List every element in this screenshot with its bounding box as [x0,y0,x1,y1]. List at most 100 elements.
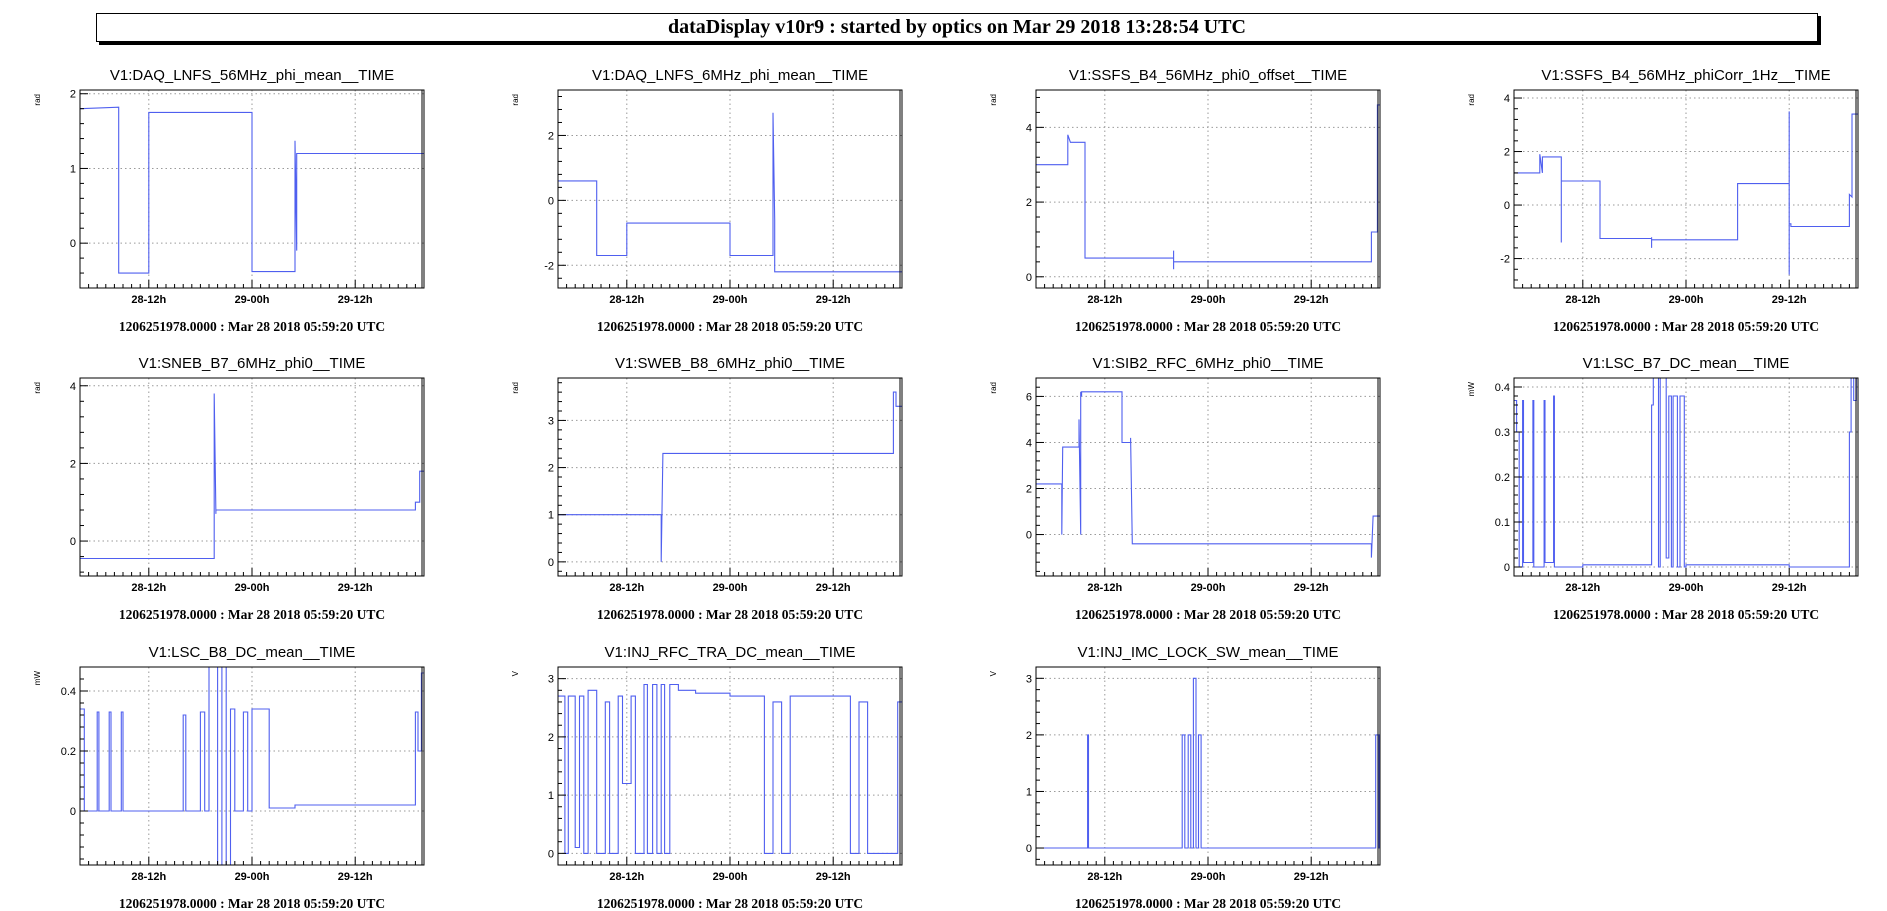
y-tick-label: 2 [548,732,554,744]
x-tick-label: 29-00h [235,582,270,594]
x-tick-label: 28-12h [609,294,644,306]
chart-title: V1:DAQ_LNFS_6MHz_phi_mean__TIME [592,67,868,84]
data-series-line [558,112,902,273]
x-tick-label: 29-12h [816,871,851,883]
y-tick-label: 2 [548,130,554,142]
time-stamp: 1206251978.0000 : Mar 28 2018 05:59:20 U… [1553,319,1819,334]
y-tick-label: 4 [1504,93,1510,105]
y-tick-label: 6 [1026,391,1032,403]
y-tick-label: 0 [548,195,554,207]
y-tick-label: 0.1 [1495,517,1510,529]
data-series-line [80,667,424,865]
x-tick-label: 29-00h [713,582,748,594]
x-tick-label: 29-12h [1772,294,1807,306]
x-tick-label: 29-12h [338,582,373,594]
y-tick-label: 4 [70,381,76,393]
chart-title: V1:SIB2_RFC_6MHz_phi0__TIME [1093,355,1324,372]
x-tick-label: 29-12h [338,871,373,883]
data-series-line [558,683,902,854]
time-stamp: 1206251978.0000 : Mar 28 2018 05:59:20 U… [119,896,385,911]
chart-title: V1:LSC_B8_DC_mean__TIME [149,644,356,661]
x-tick-label: 29-12h [1294,871,1329,883]
y-axis-label: rad [989,94,998,106]
y-axis-label: mW [33,671,42,686]
y-tick-label: 0 [548,848,554,860]
time-stamp: 1206251978.0000 : Mar 28 2018 05:59:20 U… [1553,607,1819,622]
chart-title: V1:SSFS_B4_56MHz_phi0_offset__TIME [1069,67,1347,84]
time-stamp: 1206251978.0000 : Mar 28 2018 05:59:20 U… [597,319,863,334]
chart-title: V1:INJ_IMC_LOCK_SW_mean__TIME [1078,644,1339,661]
chart-panel: V1:INJ_IMC_LOCK_SW_mean__TIME V 0 1 2 3 28-12h… [989,644,1381,911]
y-tick-label: 2 [1026,484,1032,496]
x-tick-label: 29-12h [1294,582,1329,594]
y-tick-label: 0 [548,557,554,569]
data-series-line [558,391,902,562]
y-axis-label: rad [33,94,42,106]
time-stamp: 1206251978.0000 : Mar 28 2018 05:59:20 U… [1075,607,1341,622]
chart-panel: V1:INJ_RFC_TRA_DC_mean__TIME V 0 1 2 3 28-12h 2… [511,644,903,911]
y-axis-label: rad [33,382,42,394]
y-tick-label: 2 [1026,730,1032,742]
x-tick-label: 28-12h [609,582,644,594]
x-tick-label: 29-12h [1294,294,1329,306]
time-stamp: 1206251978.0000 : Mar 28 2018 05:59:20 U… [1075,896,1341,911]
x-tick-label: 28-12h [1565,294,1600,306]
y-axis-label: rad [1467,94,1476,106]
x-tick-label: 28-12h [131,871,166,883]
chart-title: V1:SSFS_B4_56MHz_phiCorr_1Hz__TIME [1541,67,1830,84]
x-tick-label: 28-12h [131,294,166,306]
y-tick-label: 4 [1026,122,1032,134]
x-tick-label: 29-00h [235,294,270,306]
x-tick-label: 29-00h [1669,582,1704,594]
y-tick-label: 3 [548,415,554,427]
x-tick-label: 29-00h [1191,582,1226,594]
y-tick-label: 2 [1026,197,1032,209]
x-tick-label: 28-12h [1565,582,1600,594]
y-tick-label: 0.2 [61,746,76,758]
x-tick-label: 29-12h [1772,582,1807,594]
x-tick-label: 29-00h [1191,294,1226,306]
y-tick-label: 2 [70,458,76,470]
y-axis-label: V [511,670,520,676]
y-tick-label: 0 [70,806,76,818]
x-tick-label: 29-00h [713,871,748,883]
data-series-line [80,106,424,274]
chart-title: V1:LSC_B7_DC_mean__TIME [1583,355,1790,372]
y-tick-label: 0 [1026,272,1032,284]
y-axis-label: mW [1467,382,1476,397]
y-axis-label: rad [511,94,520,106]
data-series-line [1036,677,1380,849]
y-tick-label: 2 [548,463,554,475]
y-tick-label: 0.2 [1495,472,1510,484]
y-tick-label: -2 [544,260,554,272]
y-tick-label: 2 [1504,147,1510,159]
y-tick-label: 0.3 [1495,427,1510,439]
y-tick-label: 1 [548,510,554,522]
time-stamp: 1206251978.0000 : Mar 28 2018 05:59:20 U… [119,607,385,622]
x-tick-label: 29-00h [1669,294,1704,306]
y-tick-label: 1 [1026,786,1032,798]
time-stamp: 1206251978.0000 : Mar 28 2018 05:59:20 U… [119,319,385,334]
chart-title: V1:INJ_RFC_TRA_DC_mean__TIME [605,644,856,661]
chart-title: V1:SWEB_B8_6MHz_phi0__TIME [615,355,845,372]
data-series-line [1036,104,1380,270]
chart-panel: V1:LSC_B8_DC_mean__TIME mW 0 0.2 0.4 28-12h 29… [33,644,425,911]
y-tick-label: 4 [1026,437,1032,449]
y-tick-label: 3 [548,674,554,686]
x-tick-label: 29-00h [1191,871,1226,883]
y-tick-label: 0.4 [61,686,76,698]
y-tick-label: 0.4 [1495,382,1510,394]
data-series-line [1036,391,1380,558]
y-tick-label: 3 [1026,673,1032,685]
y-tick-label: 0 [1504,562,1510,574]
x-tick-label: 28-12h [1087,294,1122,306]
x-tick-label: 29-12h [338,294,373,306]
page-banner: dataDisplay v10r9 : started by optics on… [96,13,1818,42]
y-tick-label: 1 [548,790,554,802]
data-series-line [80,393,424,560]
